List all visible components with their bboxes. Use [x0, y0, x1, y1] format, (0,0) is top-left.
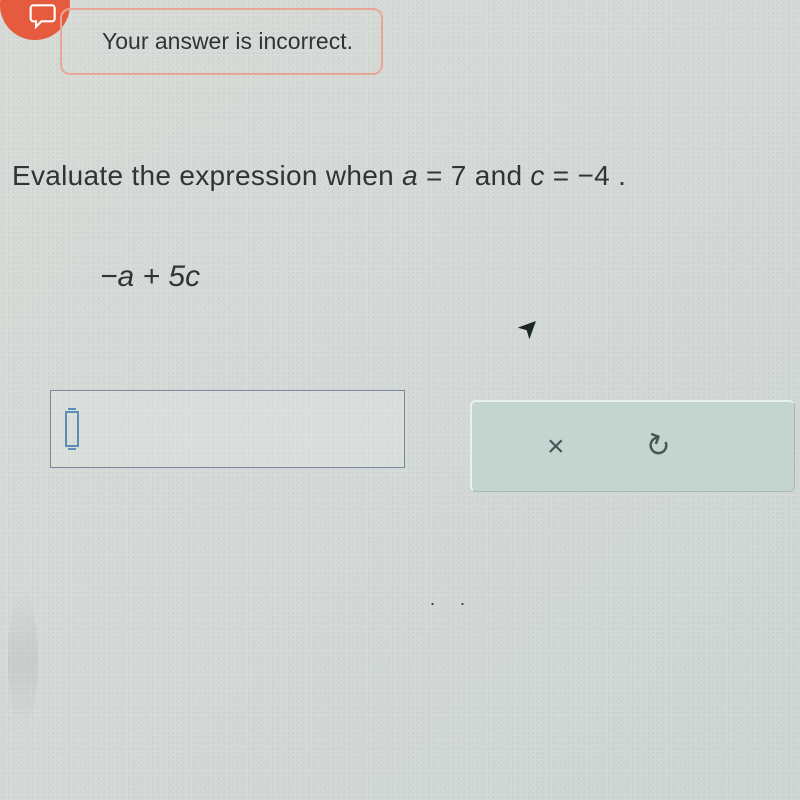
screen-smudge [8, 590, 38, 730]
answer-input[interactable] [50, 390, 405, 468]
equals-a: = 7 [418, 160, 467, 191]
input-cursor-indicator [65, 411, 79, 447]
question-mid: and [467, 160, 531, 191]
equals-c: = −4 [545, 160, 610, 191]
variable-a: a [402, 160, 418, 191]
mouse-cursor-icon: ➤ [510, 309, 547, 346]
decorative-dots: . . [430, 589, 475, 610]
math-expression: −a + 5c [100, 260, 200, 294]
feedback-message-text: Your answer is incorrect. [102, 28, 353, 54]
speech-bubble-icon [28, 0, 60, 32]
undo-button[interactable]: ↺ [639, 426, 675, 467]
question-prefix: Evaluate the expression when [12, 160, 402, 191]
expression-text: −a + 5c [100, 260, 200, 293]
variable-c: c [530, 160, 544, 191]
question-suffix: . [610, 160, 626, 191]
clear-button[interactable]: × [547, 430, 565, 464]
question-prompt: Evaluate the expression when a = 7 and c… [12, 160, 626, 192]
action-button-panel: × ↺ [470, 400, 795, 492]
feedback-message-box: Your answer is incorrect. [60, 8, 383, 75]
